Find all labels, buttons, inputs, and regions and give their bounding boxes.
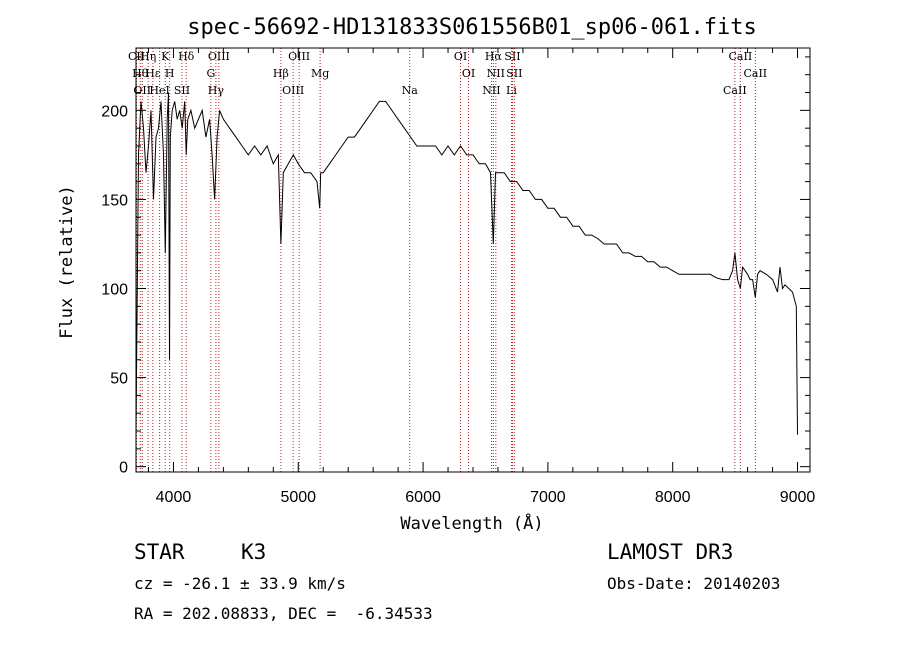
x-axis: 4000 5000 6000 7000 8000 9000 bbox=[147, 48, 816, 506]
object-class: STAR bbox=[134, 540, 185, 564]
line-label-24: SII bbox=[504, 50, 520, 63]
plot-frame bbox=[135, 47, 811, 473]
y-axis: 0 50 100 150 200 bbox=[101, 56, 810, 477]
line-label-6: K bbox=[161, 50, 170, 63]
y-tick-label: 100 bbox=[101, 282, 128, 299]
chart-title: spec-56692-HD131833S061556B01_sp06-061.f… bbox=[187, 15, 757, 40]
line-label-14: OIII bbox=[282, 84, 304, 97]
x-tick-label: 6000 bbox=[405, 489, 441, 506]
line-label-22: NII bbox=[487, 67, 505, 80]
line-label-16: Mg bbox=[311, 67, 329, 80]
x-tick-label: 7000 bbox=[530, 489, 566, 506]
x-axis-label: Wavelength (Å) bbox=[400, 512, 543, 534]
y-tick-label: 200 bbox=[101, 103, 128, 120]
line-label-28: CaII bbox=[743, 67, 767, 80]
line-label-19: OI bbox=[462, 67, 475, 80]
line-label-15: OIII bbox=[288, 50, 310, 63]
line-labels: CIIHθOIIHηHεHeIKHSIIHδGHγOIIIHβOIIIOIIIM… bbox=[128, 50, 767, 97]
line-label-12: OIII bbox=[208, 50, 230, 63]
observation-date: Obs-Date: 20140203 bbox=[607, 574, 781, 593]
line-label-7: H bbox=[165, 67, 175, 80]
line-label-3: Hη bbox=[140, 50, 156, 63]
line-label-20: NII bbox=[482, 84, 500, 97]
line-label-4: Hε bbox=[145, 67, 161, 80]
x-tick-label: 4000 bbox=[156, 489, 192, 506]
line-markers bbox=[135, 48, 756, 472]
line-label-9: Hδ bbox=[178, 50, 195, 63]
line-label-13: Hβ bbox=[273, 67, 289, 80]
x-tick-label: 9000 bbox=[780, 489, 816, 506]
line-label-18: OI bbox=[454, 50, 467, 63]
coordinates: RA = 202.08833, DEC = -6.34533 bbox=[134, 604, 433, 623]
line-label-23: Li bbox=[506, 84, 517, 97]
line-label-25: SII bbox=[506, 67, 522, 80]
line-label-2: OII bbox=[133, 84, 151, 97]
line-label-21: Hα bbox=[485, 50, 503, 63]
line-label-27: CaII bbox=[729, 50, 753, 63]
y-tick-label: 150 bbox=[101, 192, 128, 209]
line-label-8: SII bbox=[174, 84, 190, 97]
spectral-subclass: K3 bbox=[241, 540, 267, 564]
y-tick-label: 0 bbox=[119, 460, 128, 477]
line-label-11: Hγ bbox=[208, 84, 225, 97]
y-axis-label: Flux (relative) bbox=[57, 185, 77, 339]
line-label-10: G bbox=[206, 67, 215, 80]
survey-name: LAMOST DR3 bbox=[607, 540, 734, 564]
x-tick-label: 5000 bbox=[280, 489, 316, 506]
spectrum-series-line bbox=[135, 92, 798, 435]
redshift-value: cz = -26.1 ± 33.9 km/s bbox=[134, 574, 346, 593]
line-label-17: Na bbox=[402, 84, 419, 97]
x-tick-label: 8000 bbox=[655, 489, 691, 506]
line-label-26: CaII bbox=[723, 84, 747, 97]
y-tick-label: 50 bbox=[110, 371, 128, 388]
line-label-5: HeI bbox=[149, 84, 169, 97]
